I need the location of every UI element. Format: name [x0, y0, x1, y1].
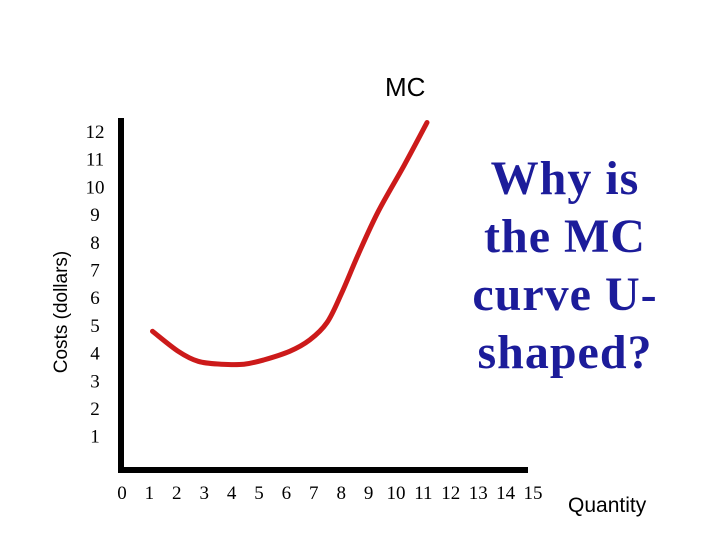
y-tick-label: 5: [90, 316, 100, 337]
x-tick-label: 10: [387, 483, 406, 504]
x-tick-label: 12: [441, 483, 460, 504]
x-tick-label: 4: [227, 483, 237, 504]
y-tick-label: 2: [90, 399, 100, 420]
series-label-mc: MC: [385, 72, 425, 102]
y-tick-label: 9: [90, 205, 100, 226]
y-tick-label: 10: [86, 177, 105, 198]
question-line: the MC: [484, 210, 646, 263]
y-tick-labels: 12 11 10 9 8 7 6 5 4 3 2 1: [86, 122, 105, 448]
y-tick-label: 1: [90, 427, 100, 448]
x-tick-label: 14: [496, 483, 516, 504]
x-tick-labels: 0 1 2 3 4 5 6 7 8 9 10 11 12 13 14 15: [117, 483, 542, 504]
x-tick-label: 9: [364, 483, 374, 504]
mc-curve: [150, 120, 430, 368]
series-layer: [150, 120, 430, 368]
x-axis-label: Quantity: [568, 494, 647, 517]
x-tick-label: 15: [524, 483, 543, 504]
question-text: Why is the MC curve U- shaped?: [440, 150, 690, 382]
y-tick-label: 3: [90, 371, 100, 392]
x-tick-label: 8: [336, 483, 346, 504]
question-line: shaped?: [477, 326, 653, 379]
x-tick-label: 5: [254, 483, 264, 504]
y-tick-label: 7: [90, 261, 100, 282]
question-line: Why is: [490, 152, 640, 205]
x-tick-label: 13: [469, 483, 488, 504]
x-tick-label: 1: [145, 483, 155, 504]
y-tick-label: 12: [86, 122, 105, 143]
x-tick-label: 7: [309, 483, 319, 504]
y-tick-label: 6: [90, 288, 100, 309]
x-tick-label: 0: [117, 483, 127, 504]
x-tick-label: 3: [199, 483, 209, 504]
y-tick-label: 4: [90, 344, 100, 365]
question-line: curve U-: [472, 268, 658, 321]
y-axis-label: Costs (dollars): [51, 251, 72, 373]
y-tick-label: 8: [90, 233, 100, 254]
x-tick-label: 11: [414, 483, 432, 504]
x-tick-label: 2: [172, 483, 182, 504]
y-tick-label: 11: [86, 150, 104, 171]
x-tick-label: 6: [282, 483, 292, 504]
